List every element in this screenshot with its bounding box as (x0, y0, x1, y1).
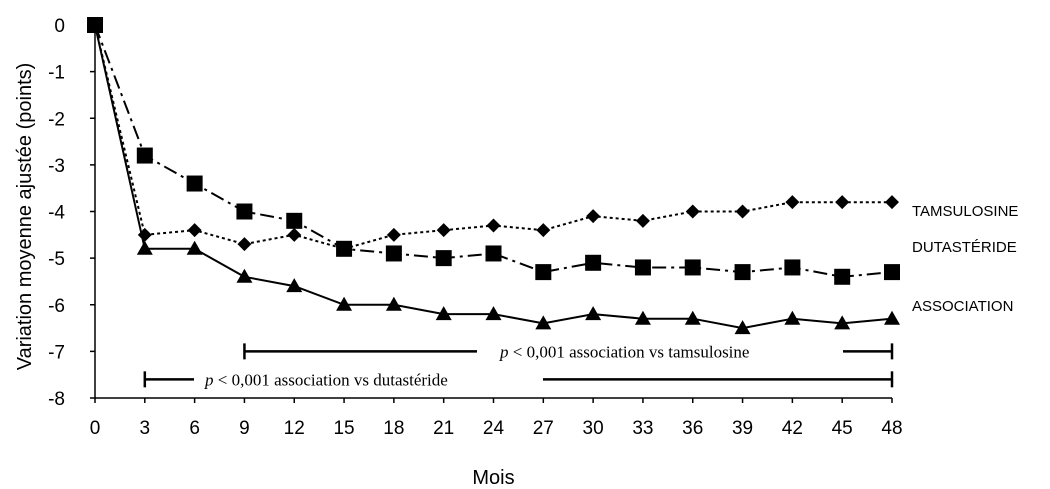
x-tick-label: 42 (782, 418, 803, 439)
series-line (94, 24, 893, 330)
data-point-diamond (287, 227, 302, 242)
series-label-association: ASSOCIATION (912, 298, 1013, 315)
x-tick-label: 33 (632, 418, 653, 439)
x-tick-label: 30 (583, 418, 604, 439)
data-point-triangle (87, 17, 103, 31)
data-point-triangle (136, 240, 153, 255)
data-point-square (286, 212, 303, 229)
series-dutastéride (87, 17, 900, 285)
series-group (87, 17, 900, 335)
data-point-square (186, 175, 203, 192)
series-line (94, 24, 892, 250)
data-point-diamond (785, 195, 800, 210)
y-tick-label: -6 (48, 296, 65, 317)
data-point-diamond (486, 218, 501, 233)
data-point-diamond (436, 223, 451, 238)
x-tick-label: 48 (881, 418, 902, 439)
x-tick-label: 27 (533, 418, 554, 439)
data-point-square (834, 268, 851, 285)
data-point-triangle (634, 310, 651, 325)
significance-text: < 0,001 association vs dutastéride (214, 370, 448, 389)
data-point-square (784, 259, 801, 276)
y-tick-label: -7 (48, 342, 65, 363)
data-point-triangle (186, 240, 203, 255)
p-symbol: p (204, 370, 214, 389)
y-axis-title: Variation moyenne ajustée (points) (14, 63, 36, 371)
data-point-diamond (885, 195, 899, 210)
data-point-triangle (884, 310, 900, 325)
data-point-triangle (385, 296, 402, 311)
data-point-triangle (585, 306, 602, 321)
data-point-triangle (784, 310, 801, 325)
data-point-diamond (187, 223, 202, 238)
data-point-diamond (635, 213, 650, 228)
data-point-triangle (684, 310, 701, 325)
data-point-diamond (835, 195, 850, 210)
x-tick-label: 0 (90, 418, 101, 439)
x-tick-label: 9 (239, 418, 250, 439)
significance-label: p < 0,001 association vs tamsulosine (499, 342, 749, 361)
data-point-diamond (586, 209, 601, 224)
x-axis-title: Mois (472, 467, 514, 489)
significance-label: p < 0,001 association vs dutastéride (204, 370, 448, 389)
p-symbol: p (499, 342, 509, 361)
x-tick-label: 21 (433, 418, 454, 439)
series-tamsulosine (88, 18, 899, 256)
y-tick-label: -1 (48, 63, 65, 84)
series-association (87, 17, 900, 335)
data-point-square (634, 259, 651, 276)
data-point-triangle (336, 296, 353, 311)
data-point-square (884, 264, 900, 281)
y-tick-label: -2 (48, 109, 65, 130)
data-point-triangle (236, 268, 253, 283)
series-label-tamsulosine: TAMSULOSINE (912, 203, 1018, 220)
data-point-square (136, 147, 153, 164)
x-tick-label: 24 (483, 418, 505, 439)
data-point-diamond (386, 227, 401, 242)
x-tick-label: 3 (140, 418, 151, 439)
data-point-square (734, 264, 751, 281)
data-point-diamond (536, 223, 551, 238)
data-point-diamond (237, 237, 252, 252)
x-tick-label: 6 (189, 418, 200, 439)
data-point-square (535, 264, 552, 281)
series-label-dutastéride: DUTASTÉRIDE (912, 239, 1017, 256)
data-point-square (684, 259, 701, 276)
data-point-triangle (535, 315, 552, 330)
y-tick-label: -8 (48, 389, 65, 410)
data-point-square (435, 250, 452, 267)
data-point-diamond (685, 204, 700, 219)
data-point-square (585, 254, 602, 271)
data-point-square (236, 203, 253, 220)
series-labels: TAMSULOSINE DUTASTÉRIDE ASSOCIATION (912, 203, 1018, 315)
y-tick-label: -3 (48, 156, 65, 177)
y-tick-label: -5 (48, 249, 65, 270)
x-tick-label: 45 (832, 418, 853, 439)
data-point-square (485, 245, 502, 262)
series-line (94, 24, 893, 278)
x-tick-label: 18 (383, 418, 404, 439)
significance-text: < 0,001 association vs tamsulosine (509, 342, 750, 361)
x-tick-label: 12 (284, 418, 305, 439)
axes: 0-1-2-3-4-5-6-7-80 3 6 9 12 15 18 21 24 27 30 33 36 3… (48, 16, 902, 439)
data-point-triangle (834, 315, 851, 330)
data-point-triangle (734, 320, 751, 335)
data-point-triangle (435, 306, 452, 321)
y-tick-label: -4 (48, 203, 65, 224)
data-point-triangle (485, 306, 502, 321)
y-tick-label: 0 (54, 16, 65, 37)
data-point-square (336, 240, 353, 257)
data-point-square (385, 245, 402, 262)
x-tick-label: 15 (333, 418, 354, 439)
x-tick-label: 39 (732, 418, 753, 439)
data-point-triangle (286, 278, 303, 293)
data-point-diamond (735, 204, 750, 219)
x-tick-label: 36 (682, 418, 703, 439)
